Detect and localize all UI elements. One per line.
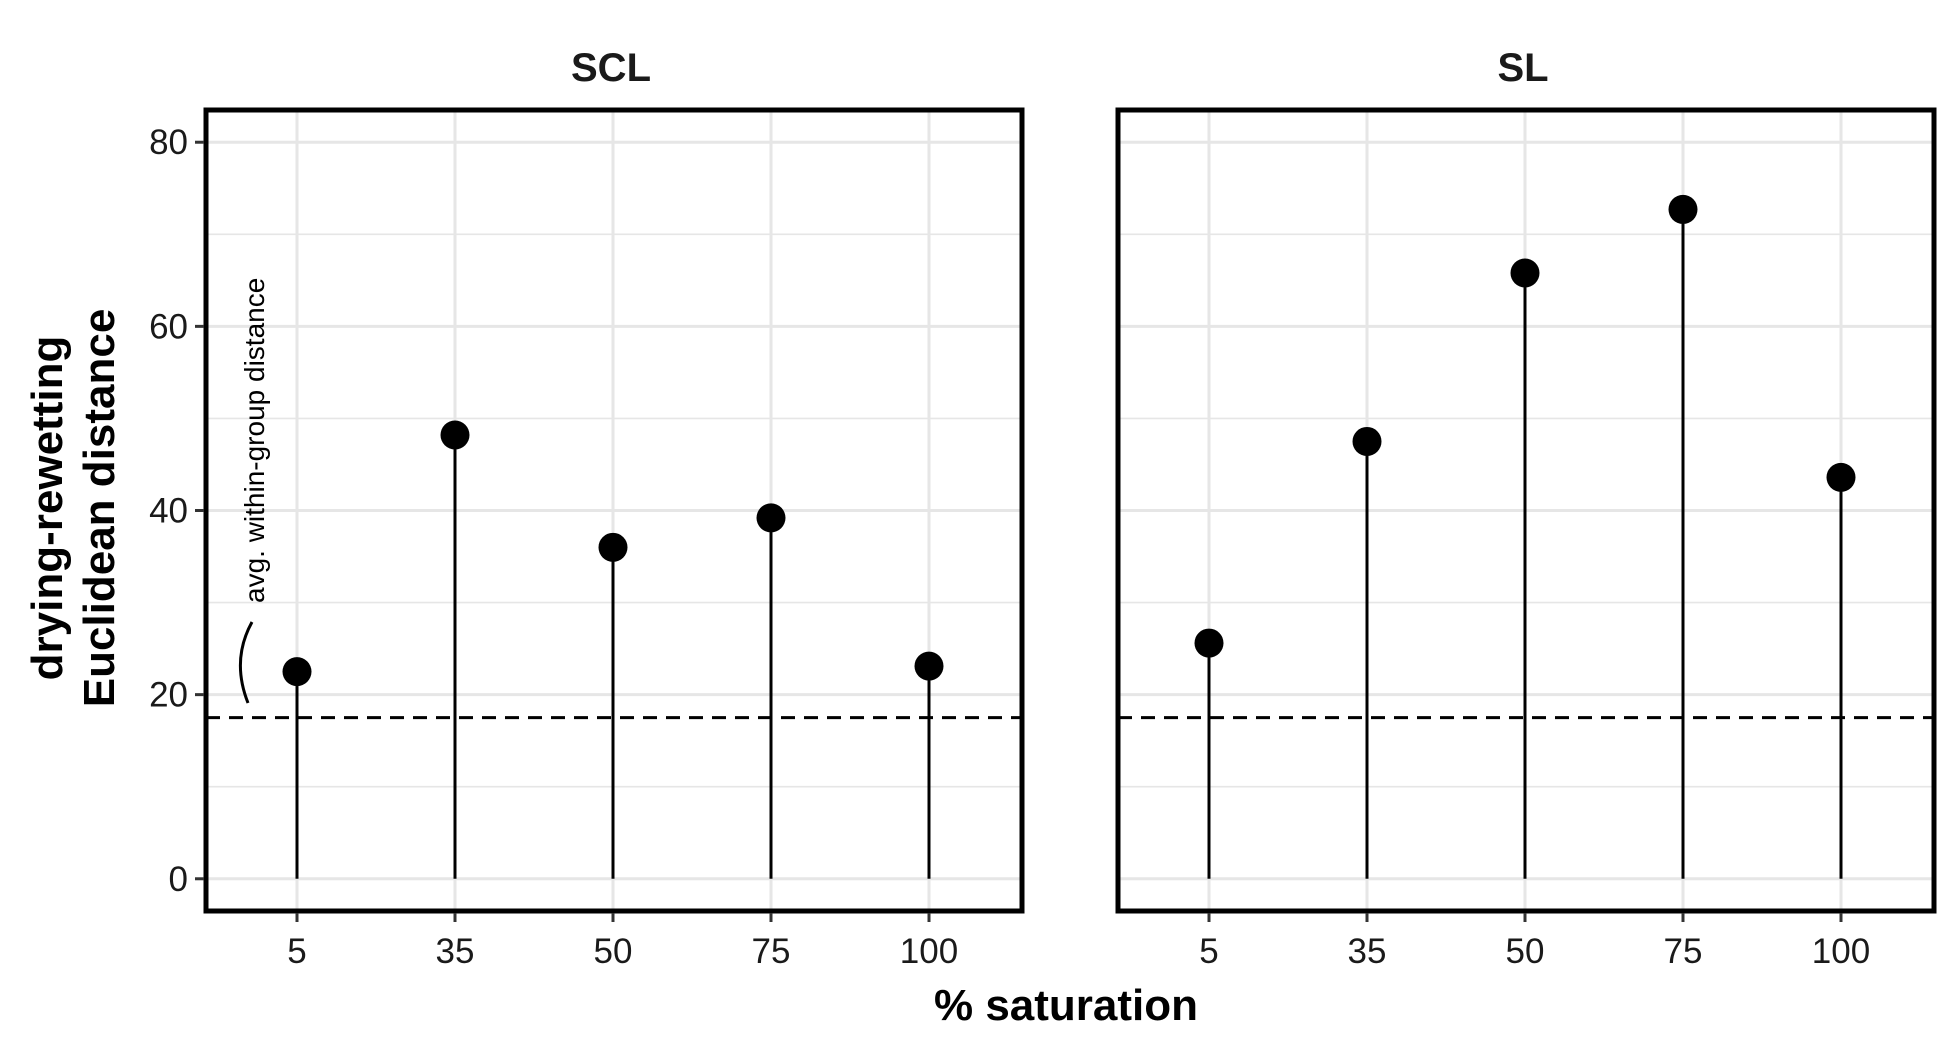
x-tick-label: 100 — [1812, 932, 1870, 971]
panel-title-scl: SCL — [571, 46, 651, 90]
data-point — [756, 503, 786, 533]
x-tick-label: 5 — [287, 932, 306, 971]
data-point — [282, 657, 312, 687]
data-point — [914, 651, 944, 681]
annotation-label: avg. within-group distance — [239, 278, 270, 603]
x-tick-label: 5 — [1199, 932, 1218, 971]
y-tick-label: 20 — [149, 676, 188, 715]
data-point — [1826, 462, 1856, 492]
x-tick-label: 35 — [1348, 932, 1387, 971]
stem-layer — [295, 209, 1843, 879]
panel-title-sl: SL — [1497, 46, 1548, 90]
x-tick-label: 100 — [900, 932, 958, 971]
label-layer: 5 35 50 75 100 0 20 40 60 80 5 35 50 75 100 — [149, 123, 1870, 971]
panel-frame — [1115, 107, 1937, 914]
x-tick-label: 75 — [1664, 932, 1703, 971]
data-point — [1510, 258, 1540, 288]
data-point — [1668, 194, 1698, 224]
data-point — [1352, 426, 1382, 456]
y-tick-label: 0 — [169, 860, 188, 899]
point-layer — [282, 194, 1856, 687]
data-point — [440, 420, 470, 450]
x-axis-title: % saturation — [934, 981, 1198, 1030]
x-tick-label: 35 — [436, 932, 475, 971]
y-axis-title-line-2: Euclidean distance — [75, 309, 124, 708]
grid-layer — [206, 110, 1934, 911]
frame-layer — [203, 107, 1937, 914]
y-tick-label: 40 — [149, 492, 188, 531]
x-tick-label: 50 — [1506, 932, 1545, 971]
y-tick-label: 60 — [149, 307, 188, 346]
x-tick-label: 75 — [752, 932, 791, 971]
data-point — [598, 532, 628, 562]
y-tick-label: 80 — [149, 123, 188, 162]
panel-frame — [203, 107, 1025, 914]
tick-layer — [195, 140, 1843, 922]
y-axis-title-line-1: drying-rewetting — [23, 336, 72, 681]
data-point — [1194, 628, 1224, 658]
x-tick-label: 50 — [594, 932, 633, 971]
annotation-bracket — [238, 621, 254, 704]
